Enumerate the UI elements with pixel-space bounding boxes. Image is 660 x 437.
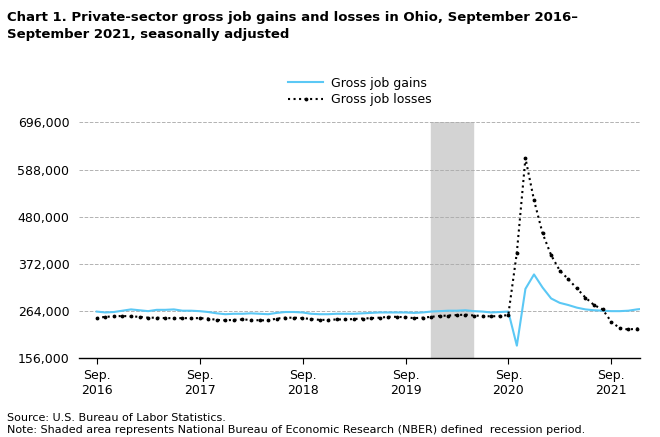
Text: Source: U.S. Bureau of Labor Statistics.: Source: U.S. Bureau of Labor Statistics.: [7, 413, 226, 423]
Bar: [431, 122, 473, 358]
Text: Note: Shaded area represents National Bureau of Economic Research (NBER) defined: Note: Shaded area represents National Bu…: [7, 425, 585, 435]
Legend: Gross job gains, Gross job losses: Gross job gains, Gross job losses: [288, 77, 431, 107]
Text: Chart 1. Private-sector gross job gains and losses in Ohio, September 2016–: Chart 1. Private-sector gross job gains …: [7, 11, 578, 24]
Text: September 2021, seasonally adjusted: September 2021, seasonally adjusted: [7, 28, 289, 42]
